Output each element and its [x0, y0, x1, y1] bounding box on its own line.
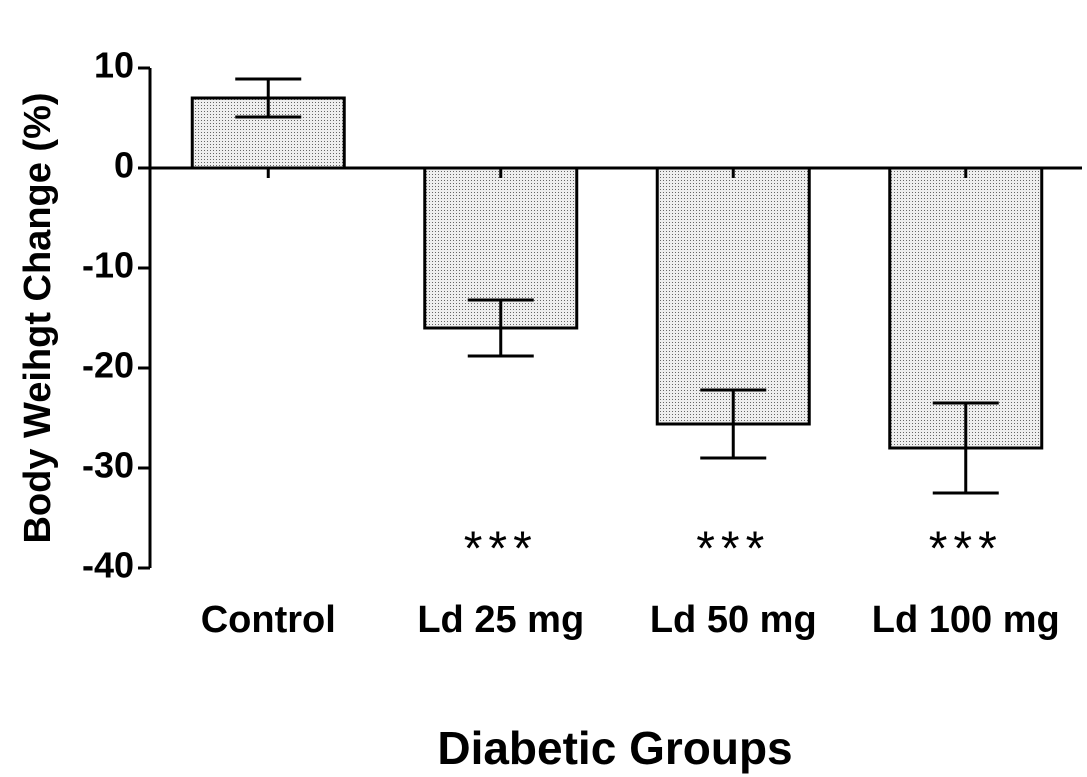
- y-tick-label: 0: [114, 145, 134, 186]
- y-tick-label: -30: [82, 445, 134, 486]
- annotation: ***: [929, 523, 1003, 576]
- annotation: ***: [696, 523, 770, 576]
- y-tick-label: 10: [94, 45, 134, 86]
- bar: [888, 166, 1044, 450]
- x-tick-label: Ld 50 mg: [650, 599, 817, 641]
- annotation: ***: [464, 523, 538, 576]
- y-tick-label: -40: [82, 545, 134, 586]
- y-tick-label: -20: [82, 345, 134, 386]
- x-tick-label: Ld 25 mg: [417, 599, 584, 641]
- x-tick-label: Control: [201, 599, 336, 641]
- y-tick-label: -10: [82, 245, 134, 286]
- y-axis-label: Body Weihgt Change (%): [17, 92, 59, 543]
- x-tick-label: Ld 100 mg: [872, 599, 1060, 641]
- bar: [655, 166, 811, 426]
- x-axis-label: Diabetic Groups: [437, 722, 792, 774]
